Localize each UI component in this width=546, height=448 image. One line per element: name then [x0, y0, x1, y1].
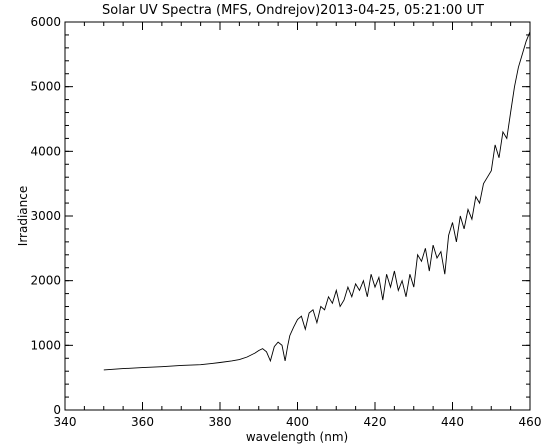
y-tick-label: 0 [53, 403, 61, 417]
x-tick-label: 440 [441, 415, 464, 429]
x-tick-label: 340 [54, 415, 77, 429]
x-tick-label: 380 [209, 415, 232, 429]
y-tick-label: 1000 [30, 338, 61, 352]
chart-title: Solar UV Spectra (MFS, Ondrejov)2013-04-… [102, 3, 484, 18]
y-axis-title: Irradiance [16, 186, 30, 246]
x-tick-label: 420 [364, 415, 387, 429]
y-tick-label: 6000 [30, 15, 61, 29]
y-axis-ticks: 0 1000 2000 3000 4000 5000 6000 [30, 15, 530, 417]
y-tick-label: 5000 [30, 80, 61, 94]
x-tick-label: 360 [131, 415, 154, 429]
y-tick-label: 4000 [30, 144, 61, 158]
y-tick-label: 2000 [30, 274, 61, 288]
x-axis-title: wavelength (nm) [246, 430, 348, 444]
y-tick-label: 3000 [30, 209, 61, 223]
x-axis-ticks: 340 360 380 400 420 440 460 [54, 22, 542, 429]
x-tick-label: 400 [286, 415, 309, 429]
x-tick-label: 460 [519, 415, 542, 429]
irradiance-series-line [103, 31, 531, 371]
